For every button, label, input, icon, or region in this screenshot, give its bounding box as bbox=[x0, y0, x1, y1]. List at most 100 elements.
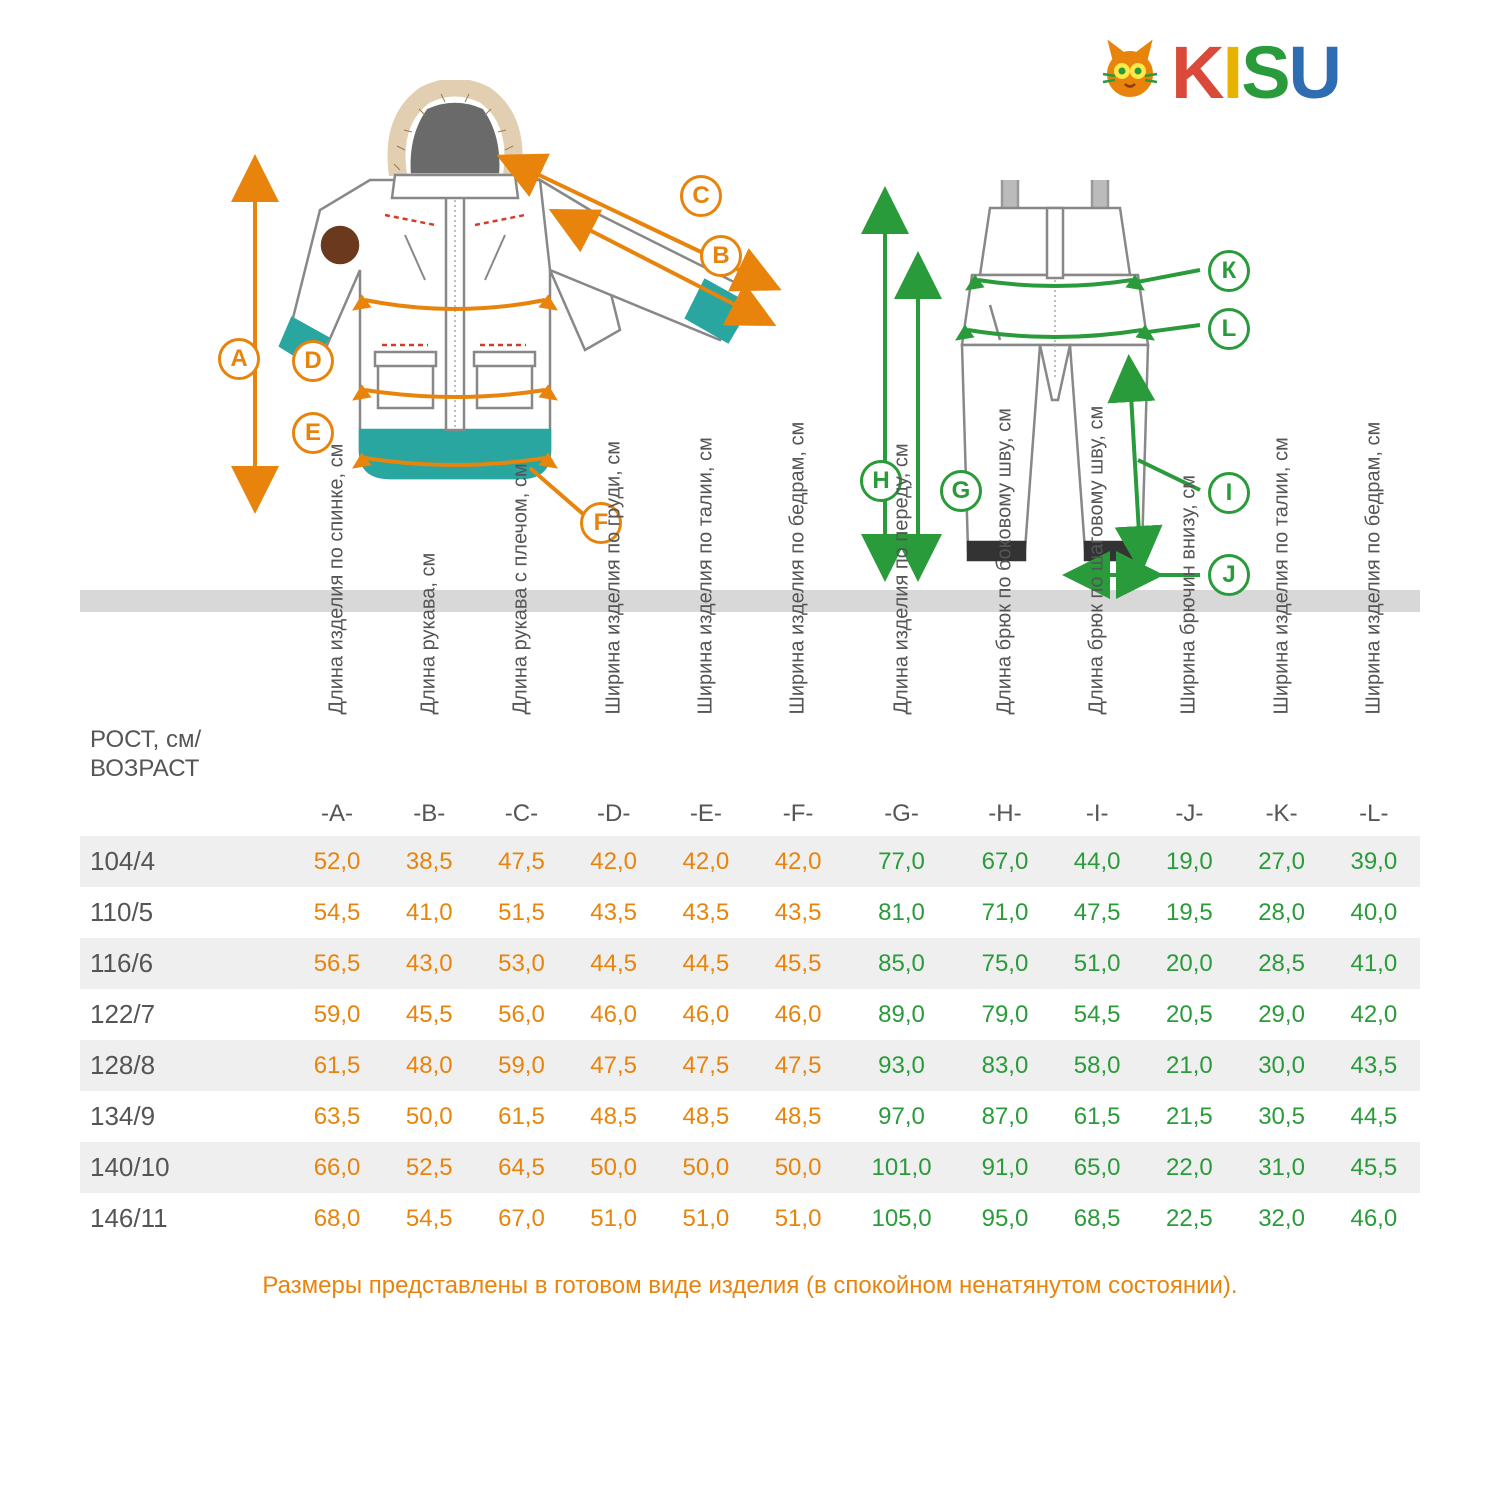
column-header: Ширина брючин внизу, см bbox=[1143, 622, 1235, 792]
cell-jacket: 44,5 bbox=[660, 938, 752, 989]
cell-jacket: 67,0 bbox=[475, 1193, 567, 1244]
cell-jacket: 42,0 bbox=[660, 836, 752, 887]
cell-jacket: 59,0 bbox=[291, 989, 383, 1040]
cell-overalls: 19,0 bbox=[1143, 836, 1235, 887]
cell-overalls: 42,0 bbox=[1328, 989, 1420, 1040]
cell-jacket: 54,5 bbox=[383, 1193, 475, 1244]
cell-jacket: 47,5 bbox=[660, 1040, 752, 1091]
cell-overalls: 58,0 bbox=[1051, 1040, 1143, 1091]
cell-overalls: 61,5 bbox=[1051, 1091, 1143, 1142]
cell-jacket: 51,0 bbox=[660, 1193, 752, 1244]
cell-jacket: 42,0 bbox=[752, 836, 844, 887]
cell-overalls: 68,5 bbox=[1051, 1193, 1143, 1244]
cell-overalls: 77,0 bbox=[844, 836, 959, 887]
badge-c: C bbox=[680, 175, 722, 217]
column-header: Длина брюк по боковому шву, см bbox=[959, 622, 1051, 792]
series-label: -K- bbox=[1235, 792, 1327, 836]
cell-jacket: 59,0 bbox=[475, 1040, 567, 1091]
cell-jacket: 63,5 bbox=[291, 1091, 383, 1142]
badge-d: D bbox=[292, 340, 334, 382]
series-label: -B- bbox=[383, 792, 475, 836]
cell-jacket: 42,0 bbox=[568, 836, 660, 887]
row-label: 146/11 bbox=[80, 1193, 291, 1244]
cell-overalls: 32,0 bbox=[1235, 1193, 1327, 1244]
cell-overalls: 51,0 bbox=[1051, 938, 1143, 989]
cell-jacket: 56,0 bbox=[475, 989, 567, 1040]
cell-jacket: 45,5 bbox=[752, 938, 844, 989]
cell-jacket: 47,5 bbox=[752, 1040, 844, 1091]
cell-overalls: 75,0 bbox=[959, 938, 1051, 989]
cell-jacket: 61,5 bbox=[475, 1091, 567, 1142]
cell-jacket: 52,5 bbox=[383, 1142, 475, 1193]
cell-jacket: 43,0 bbox=[383, 938, 475, 989]
cell-overalls: 101,0 bbox=[844, 1142, 959, 1193]
cell-overalls: 91,0 bbox=[959, 1142, 1051, 1193]
series-label: -C- bbox=[475, 792, 567, 836]
cell-overalls: 27,0 bbox=[1235, 836, 1327, 887]
column-header: Длина рукава с плечом, см bbox=[475, 622, 567, 792]
series-label: -D- bbox=[568, 792, 660, 836]
table-row: 104/452,038,547,542,042,042,077,067,044,… bbox=[80, 836, 1420, 887]
badge-g: G bbox=[940, 470, 982, 512]
cell-jacket: 45,5 bbox=[383, 989, 475, 1040]
cell-overalls: 29,0 bbox=[1235, 989, 1327, 1040]
row-label: 134/9 bbox=[80, 1091, 291, 1142]
cell-overalls: 22,5 bbox=[1143, 1193, 1235, 1244]
cell-overalls: 44,5 bbox=[1328, 1091, 1420, 1142]
cell-jacket: 48,5 bbox=[568, 1091, 660, 1142]
cell-overalls: 87,0 bbox=[959, 1091, 1051, 1142]
cell-overalls: 20,0 bbox=[1143, 938, 1235, 989]
cell-overalls: 21,0 bbox=[1143, 1040, 1235, 1091]
cell-jacket: 61,5 bbox=[291, 1040, 383, 1091]
cell-jacket: 50,0 bbox=[752, 1142, 844, 1193]
cell-overalls: 54,5 bbox=[1051, 989, 1143, 1040]
column-header: Длина изделия по спинке, см bbox=[291, 622, 383, 792]
column-header: Ширина изделия по бедрам, см bbox=[752, 622, 844, 792]
cell-overalls: 41,0 bbox=[1328, 938, 1420, 989]
cell-overalls: 44,0 bbox=[1051, 836, 1143, 887]
cell-jacket: 46,0 bbox=[660, 989, 752, 1040]
cell-overalls: 21,5 bbox=[1143, 1091, 1235, 1142]
cell-overalls: 93,0 bbox=[844, 1040, 959, 1091]
series-label: -F- bbox=[752, 792, 844, 836]
badge-j: J bbox=[1208, 554, 1250, 596]
cell-overalls: 19,5 bbox=[1143, 887, 1235, 938]
cell-overalls: 30,5 bbox=[1235, 1091, 1327, 1142]
cell-overalls: 31,0 bbox=[1235, 1142, 1327, 1193]
badge-i: I bbox=[1208, 472, 1250, 514]
badge-b: B bbox=[700, 235, 742, 277]
cell-overalls: 81,0 bbox=[844, 887, 959, 938]
cell-overalls: 22,0 bbox=[1143, 1142, 1235, 1193]
cell-overalls: 28,0 bbox=[1235, 887, 1327, 938]
cell-overalls: 89,0 bbox=[844, 989, 959, 1040]
cell-jacket: 43,5 bbox=[660, 887, 752, 938]
th-main: РОСТ, см/ ВОЗРАСТ bbox=[80, 622, 291, 792]
cell-overalls: 67,0 bbox=[959, 836, 1051, 887]
column-header: Ширина изделия по груди, см bbox=[568, 622, 660, 792]
row-label: 104/4 bbox=[80, 836, 291, 887]
page-root: KISU bbox=[0, 0, 1500, 1500]
cell-jacket: 56,5 bbox=[291, 938, 383, 989]
cell-overalls: 40,0 bbox=[1328, 887, 1420, 938]
badge-k: К bbox=[1208, 250, 1250, 292]
cell-jacket: 51,0 bbox=[568, 1193, 660, 1244]
cell-jacket: 51,5 bbox=[475, 887, 567, 938]
cell-jacket: 66,0 bbox=[291, 1142, 383, 1193]
cell-overalls: 45,5 bbox=[1328, 1142, 1420, 1193]
table-row: 116/656,543,053,044,544,545,585,075,051,… bbox=[80, 938, 1420, 989]
cell-overalls: 71,0 bbox=[959, 887, 1051, 938]
cell-overalls: 30,0 bbox=[1235, 1040, 1327, 1091]
table-row: 134/963,550,061,548,548,548,597,087,061,… bbox=[80, 1091, 1420, 1142]
column-header: Ширина изделия по талии, см bbox=[1235, 622, 1327, 792]
cell-overalls: 97,0 bbox=[844, 1091, 959, 1142]
series-label: -E- bbox=[660, 792, 752, 836]
series-label: -I- bbox=[1051, 792, 1143, 836]
cell-jacket: 47,5 bbox=[568, 1040, 660, 1091]
cell-jacket: 50,0 bbox=[383, 1091, 475, 1142]
cell-jacket: 46,0 bbox=[568, 989, 660, 1040]
size-chart-table: РОСТ, см/ ВОЗРАСТ Длина изделия по спинк… bbox=[80, 622, 1420, 1244]
column-header: Длина изделия по переду, см bbox=[844, 622, 959, 792]
cell-jacket: 54,5 bbox=[291, 887, 383, 938]
cell-overalls: 83,0 bbox=[959, 1040, 1051, 1091]
cell-jacket: 43,5 bbox=[568, 887, 660, 938]
